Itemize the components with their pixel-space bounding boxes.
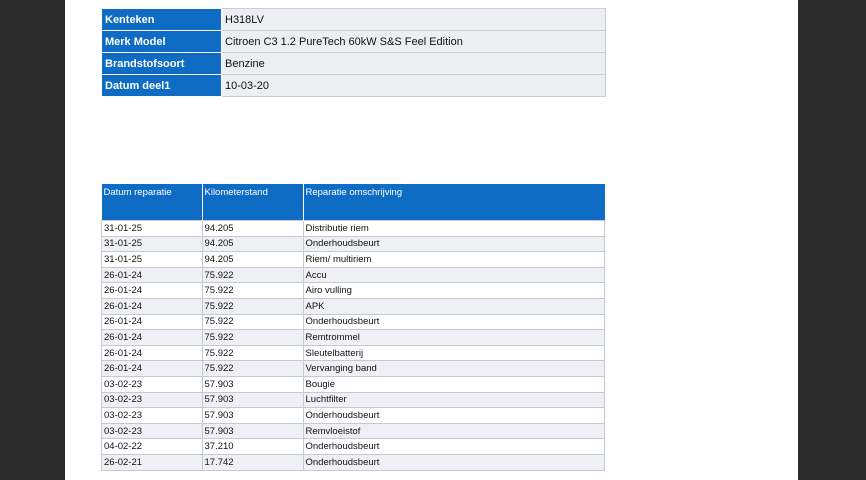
repair-km-cell: 57.903	[201, 422, 304, 440]
vehicle-info-label: Merk Model	[101, 30, 222, 53]
table-row: 31-01-25 94.205 Riem/ multiriem	[101, 251, 605, 268]
repair-date-cell: 26-02-21	[101, 453, 203, 471]
vehicle-info-value: Citroen C3 1.2 PureTech 60kW S&S Feel Ed…	[221, 30, 606, 53]
table-row: 26-02-21 17.742 Onderhoudsbeurt	[101, 453, 605, 471]
repair-date-cell: 26-01-24	[101, 344, 203, 362]
table-row: 26-01-24 75.922 Vervanging band	[101, 360, 605, 377]
repair-description-cell: Bougie	[302, 375, 605, 393]
repair-header-row: Datum reparatie Kilometerstand Reparatie…	[101, 184, 605, 221]
repair-description-cell: Onderhoudsbeurt	[302, 407, 605, 424]
repair-km-cell: 57.903	[201, 375, 304, 393]
repair-km-cell: 37.210	[201, 438, 304, 455]
table-row: 26-01-24 75.922 Onderhoudsbeurt	[101, 313, 605, 331]
repair-description-cell: Remvloeistof	[302, 422, 605, 440]
repair-date-cell: 26-01-24	[101, 360, 203, 377]
repair-description-cell: Vervanging band	[302, 360, 605, 377]
document-page: Kenteken H318LV Merk Model Citroen C3 1.2 P…	[65, 0, 798, 480]
table-row: 26-01-24 75.922 Remtrommel	[101, 329, 605, 346]
repair-km-cell: 17.742	[201, 453, 304, 471]
vehicle-info-label: Kenteken	[101, 8, 222, 31]
table-row: 03-02-23 57.903 Onderhoudsbeurt	[101, 407, 605, 424]
header-kilometerstand: Kilometerstand	[202, 184, 304, 221]
table-row: 31-01-25 94.205 Onderhoudsbeurt	[101, 235, 605, 253]
vehicle-info-row: Kenteken H318LV	[101, 8, 606, 31]
repair-km-cell: 75.922	[201, 266, 304, 284]
table-row: 31-01-25 94.205 Distributie riem	[101, 220, 605, 237]
repair-date-cell: 26-01-24	[101, 282, 203, 299]
repair-description-cell: Onderhoudsbeurt	[302, 235, 605, 253]
repair-date-cell: 26-01-24	[101, 329, 203, 346]
vehicle-info-row: Brandstofsoort Benzine	[101, 52, 606, 75]
repair-km-cell: 75.922	[201, 344, 304, 362]
vehicle-info-value: 10-03-20	[221, 74, 606, 97]
repair-date-cell: 26-01-24	[101, 313, 203, 331]
repair-date-cell: 26-01-24	[101, 266, 203, 284]
repair-date-cell: 31-01-25	[101, 220, 203, 237]
repair-km-cell: 57.903	[201, 391, 304, 409]
repair-history-table: Datum reparatie Kilometerstand Reparatie…	[101, 184, 605, 471]
header-datum-reparatie: Datum reparatie	[101, 184, 203, 221]
table-row: 26-01-24 75.922 APK	[101, 297, 605, 315]
table-row: 26-01-24 75.922 Airo vulling	[101, 282, 605, 299]
vehicle-info-label: Brandstofsoort	[101, 52, 222, 75]
repair-date-cell: 04-02-22	[101, 438, 203, 455]
vehicle-info-label: Datum deel1	[101, 74, 222, 97]
vehicle-info-table: Kenteken H318LV Merk Model Citroen C3 1.2 P…	[101, 8, 606, 97]
repair-date-cell: 03-02-23	[101, 422, 203, 440]
repair-km-cell: 75.922	[201, 297, 304, 315]
repair-description-cell: Remtrommel	[302, 329, 605, 346]
repair-description-cell: Onderhoudsbeurt	[302, 313, 605, 331]
repair-description-cell: Distributie riem	[302, 220, 605, 237]
repair-description-cell: Accu	[302, 266, 605, 284]
repair-km-cell: 94.205	[201, 251, 304, 268]
repair-date-cell: 03-02-23	[101, 391, 203, 409]
repair-date-cell: 03-02-23	[101, 375, 203, 393]
vehicle-info-row: Merk Model Citroen C3 1.2 PureTech 60kW S…	[101, 30, 606, 53]
repair-date-cell: 31-01-25	[101, 251, 203, 268]
header-reparatie-omschrijving: Reparatie omschrijving	[303, 184, 605, 221]
repair-date-cell: 31-01-25	[101, 235, 203, 253]
repair-km-cell: 75.922	[201, 313, 304, 331]
repair-description-cell: Onderhoudsbeurt	[302, 438, 605, 455]
vehicle-info-row: Datum deel1 10-03-20	[101, 74, 606, 97]
repair-description-cell: Riem/ multiriem	[302, 251, 605, 268]
repair-km-cell: 57.903	[201, 407, 304, 424]
repair-date-cell: 03-02-23	[101, 407, 203, 424]
repair-km-cell: 75.922	[201, 282, 304, 299]
table-row: 04-02-22 37.210 Onderhoudsbeurt	[101, 438, 605, 455]
repair-km-cell: 94.205	[201, 235, 304, 253]
repair-km-cell: 94.205	[201, 220, 304, 237]
vehicle-info-value: Benzine	[221, 52, 606, 75]
repair-description-cell: Airo vulling	[302, 282, 605, 299]
table-row: 26-01-24 75.922 Accu	[101, 266, 605, 284]
repair-description-cell: Onderhoudsbeurt	[302, 453, 605, 471]
vehicle-info-value: H318LV	[221, 8, 606, 31]
table-row: 03-02-23 57.903 Remvloeistof	[101, 422, 605, 440]
repair-km-cell: 75.922	[201, 329, 304, 346]
table-row: 03-02-23 57.903 Luchtfilter	[101, 391, 605, 409]
table-row: 03-02-23 57.903 Bougie	[101, 375, 605, 393]
repair-description-cell: APK	[302, 297, 605, 315]
repair-description-cell: Sleutelbatterij	[302, 344, 605, 362]
repair-km-cell: 75.922	[201, 360, 304, 377]
repair-description-cell: Luchtfilter	[302, 391, 605, 409]
repair-date-cell: 26-01-24	[101, 297, 203, 315]
table-row: 26-01-24 75.922 Sleutelbatterij	[101, 344, 605, 362]
